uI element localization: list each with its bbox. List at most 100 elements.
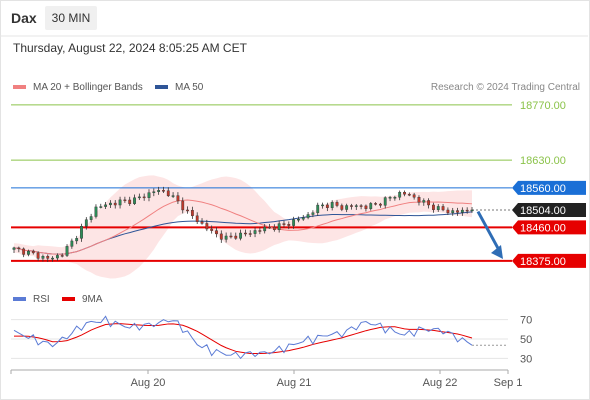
level-label-18630.00: 18630.00 [520,155,566,167]
candle-body [369,203,373,209]
candle-body [403,191,406,195]
candle-body [99,206,103,208]
candle-body [248,233,252,235]
level-tag-18375.00 [512,253,586,268]
candle-body [65,246,69,256]
legend-ma50: MA 50 [175,82,204,93]
rsi-line [13,315,473,360]
rsi-tick-30: 30 [520,353,532,365]
legend-ma20: MA 20 + Bollinger Bands [33,82,143,93]
candle-body [229,235,233,238]
level-label-18560.00: 18560.00 [520,183,566,195]
candle-body [181,200,185,211]
timeframe-button[interactable]: 30 MIN [45,6,97,30]
candle-body [224,235,228,240]
candle-body [379,203,382,206]
candle-body [205,223,209,230]
candle-body [398,191,402,198]
forecast-arrow-shaft [476,210,502,253]
symbol-label: Dax [11,10,37,26]
candle-body [118,199,122,206]
candle-body [383,197,387,206]
candle-body [31,250,35,254]
candle-body [432,204,435,210]
candle-body [335,202,339,206]
legend-rsi-swatch [13,297,26,301]
candle-body [137,196,141,199]
forecast-arrow-head [491,244,503,259]
candle-body [460,209,464,213]
candle-body [75,238,79,242]
candle-body [51,257,54,260]
candle-body [330,202,334,208]
rsi-ma9-line [14,323,473,354]
candle-body [470,209,474,212]
candle-body [407,194,411,196]
candle-body [142,196,146,199]
candle-body [176,195,180,202]
candle-body [60,255,64,257]
candle-body [446,209,450,213]
candle-body [128,199,132,204]
x-label-sep-1: Sep 1 [494,377,523,389]
candle-body [36,252,40,259]
rsi-tick-70: 70 [520,315,532,327]
candle-body [147,192,151,198]
candle-body [55,255,59,259]
candle-body [350,205,353,207]
legend-ma50-swatch [155,85,168,89]
candle-body [441,206,445,211]
candle-body [277,223,281,231]
level-label-18770.00: 18770.00 [520,100,566,112]
candle-body [436,206,440,210]
candle-body [89,216,93,220]
level-tag-18504.00 [512,202,586,217]
candle-body [258,230,262,232]
level-label-18375.00: 18375.00 [520,256,566,268]
candle-body [190,210,194,217]
candle-body [263,226,267,232]
candle-body [104,204,108,207]
candle-body [94,206,98,217]
level-label-18504.00: 18504.00 [520,205,566,217]
x-axis: Aug 20 Aug 21 Aug 22 Sep 1 [10,370,523,389]
candle-body [195,215,199,222]
candle-body [297,218,300,221]
candle-body [133,197,136,204]
x-label-aug-21: Aug 21 [277,377,312,389]
candle-body [268,226,271,229]
candle-body [316,204,320,213]
candle-body [113,202,117,206]
candle-body [162,190,165,192]
candle-body [70,240,74,247]
candle-body [200,221,204,224]
candle-body [219,233,223,240]
candle-body [46,256,50,259]
candle-body [359,205,363,207]
candle-body [321,204,324,207]
candle-body [166,190,170,197]
candle-body [292,219,296,226]
rsi-panel: 70 50 30 [11,315,532,365]
candle-body [456,210,459,213]
level-label-18460.00: 18460.00 [520,222,566,234]
candle-body [84,219,88,227]
candle-body [451,210,455,213]
candle-body [311,212,315,215]
legend-rsi: RSI [33,294,50,305]
candle-body [152,191,156,193]
candle-body [41,256,45,259]
price-panel: 18770.00 18630.00 18560.00 18504.00 18460.00… [11,100,586,279]
candle-body [393,197,397,199]
candle-body [17,247,21,250]
candle-body [354,205,358,207]
legend-ma20-swatch [13,85,26,89]
candle-body [287,224,291,226]
candle-body [186,209,189,212]
level-tag-18460.00 [512,220,586,235]
candle-body [427,200,431,206]
candle-body [80,226,83,239]
candle-body [171,195,175,197]
credit-label: Research © 2024 Trading Central [431,82,580,93]
